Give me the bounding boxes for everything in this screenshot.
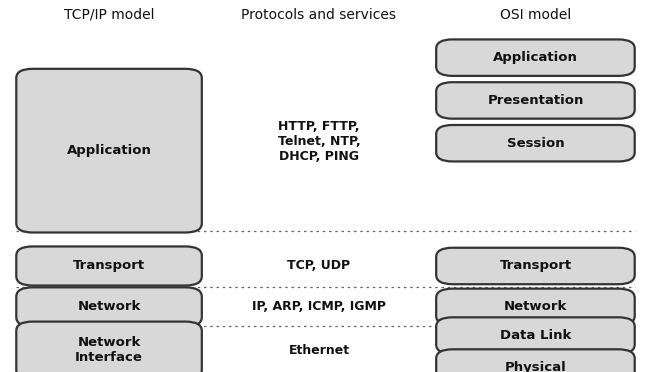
FancyBboxPatch shape — [436, 317, 635, 354]
FancyBboxPatch shape — [436, 82, 635, 119]
Text: IP, ARP, ICMP, IGMP: IP, ARP, ICMP, IGMP — [252, 301, 386, 313]
Text: Application: Application — [493, 51, 578, 64]
FancyBboxPatch shape — [16, 321, 202, 372]
Text: Application: Application — [66, 144, 152, 157]
FancyBboxPatch shape — [16, 69, 202, 232]
Text: Network: Network — [504, 301, 567, 313]
Text: Presentation: Presentation — [487, 94, 584, 107]
Text: Transport: Transport — [73, 260, 145, 272]
FancyBboxPatch shape — [16, 287, 202, 327]
FancyBboxPatch shape — [16, 247, 202, 286]
Text: Protocols and services: Protocols and services — [242, 8, 396, 22]
Text: Physical: Physical — [505, 361, 566, 372]
Text: OSI model: OSI model — [500, 8, 571, 22]
FancyBboxPatch shape — [436, 125, 635, 161]
Text: TCP, UDP: TCP, UDP — [288, 260, 350, 272]
FancyBboxPatch shape — [436, 349, 635, 372]
Text: TCP/IP model: TCP/IP model — [64, 8, 154, 22]
Text: Data Link: Data Link — [500, 329, 571, 342]
FancyBboxPatch shape — [436, 39, 635, 76]
Text: Network: Network — [77, 301, 141, 313]
Text: Network
Interface: Network Interface — [75, 336, 143, 365]
Text: Transport: Transport — [499, 260, 572, 272]
FancyBboxPatch shape — [436, 289, 635, 325]
Text: Session: Session — [506, 137, 564, 150]
Text: HTTP, FTTP,
Telnet, NTP,
DHCP, PING: HTTP, FTTP, Telnet, NTP, DHCP, PING — [278, 120, 360, 163]
FancyBboxPatch shape — [436, 248, 635, 284]
Text: Ethernet: Ethernet — [288, 344, 350, 357]
